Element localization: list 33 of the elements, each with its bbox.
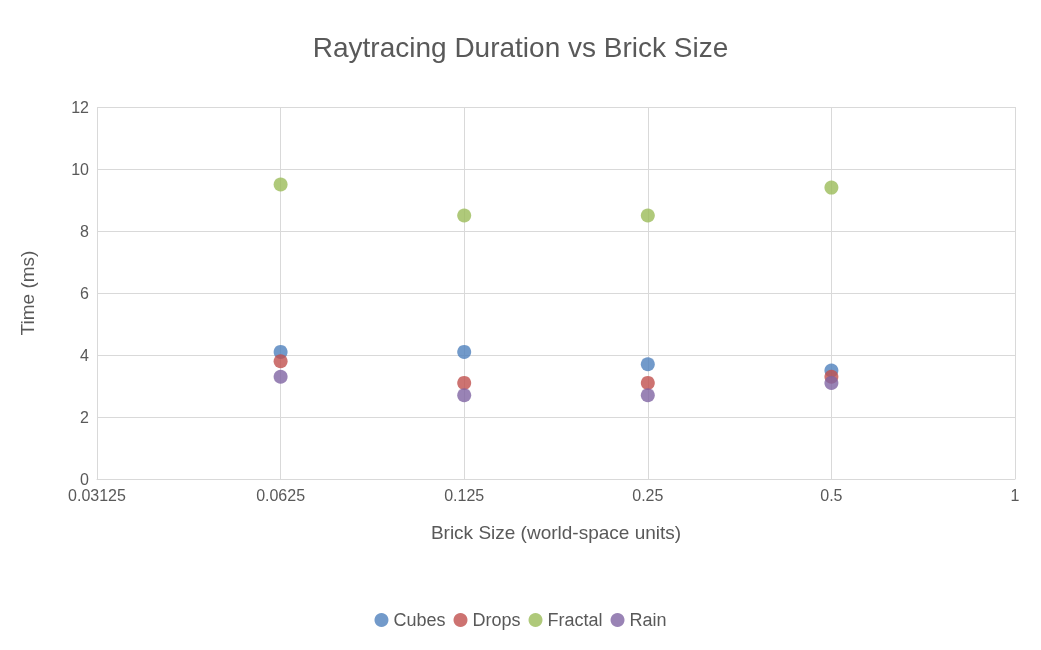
y-tick-label: 10 (71, 160, 90, 178)
y-tick-label: 6 (80, 284, 90, 302)
point (457, 388, 472, 403)
x-tick-label: 0.03125 (68, 486, 127, 504)
point (640, 375, 655, 390)
point (457, 208, 472, 223)
y-tick-label: 8 (80, 222, 90, 240)
y-tick-label: 4 (80, 346, 90, 364)
legend-label: Cubes (393, 610, 446, 630)
point (457, 375, 472, 390)
point (273, 177, 288, 192)
chart-title: Raytracing Duration vs Brick Size (312, 31, 729, 63)
x-tick-label: 0.5 (820, 486, 843, 504)
y-tick-label: 0 (80, 470, 90, 488)
legend-label: Fractal (547, 610, 603, 630)
x-tick-label: 0.25 (632, 486, 664, 504)
y-tick-label: 2 (80, 408, 90, 426)
y-tick-label: 12 (71, 98, 90, 116)
point (640, 357, 655, 372)
point (640, 208, 655, 223)
legend-label: Drops (472, 610, 521, 630)
legend-label: Rain (629, 610, 667, 630)
point (824, 180, 839, 195)
point (273, 354, 288, 369)
point (273, 369, 288, 384)
point (640, 388, 655, 403)
point (824, 375, 839, 390)
y-axis-title: Time (ms) (17, 250, 38, 336)
x-tick-label: 0.125 (444, 486, 485, 504)
point (457, 344, 472, 359)
x-tick-label: 0.0625 (256, 486, 306, 504)
x-axis-title: Brick Size (world-space units) (430, 522, 682, 543)
x-tick-label: 1 (1010, 486, 1020, 504)
